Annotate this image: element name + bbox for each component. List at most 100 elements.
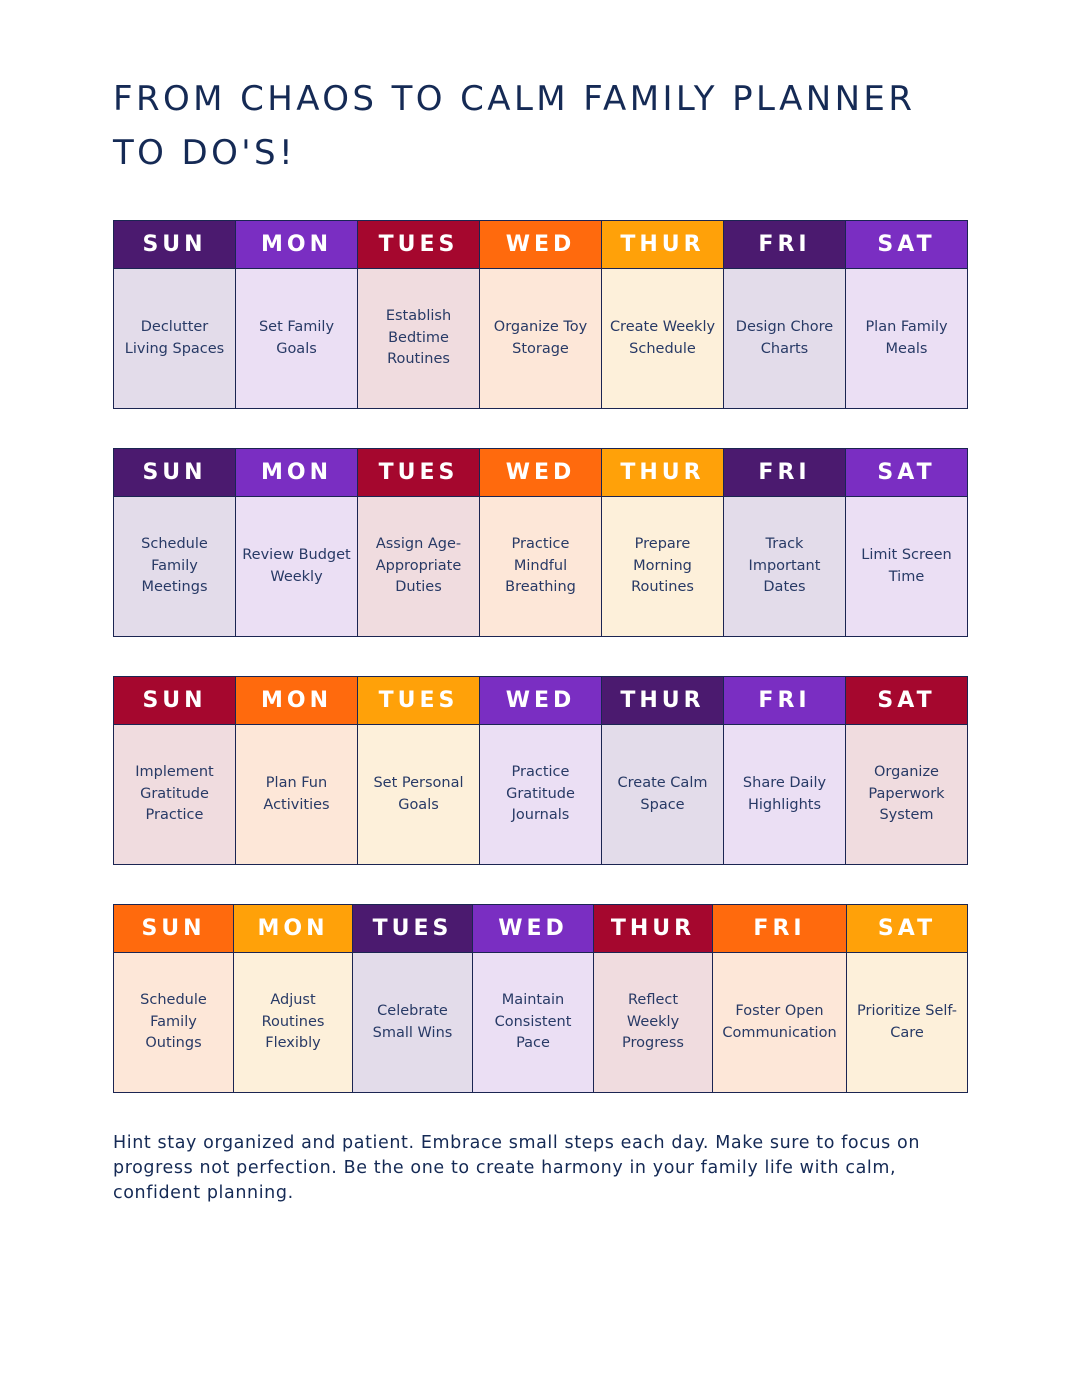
day-header-fri: FRI xyxy=(712,904,847,953)
day-header-fri: FRI xyxy=(723,448,846,497)
day-header-tues: TUES xyxy=(357,220,480,269)
task-text: Maintain Consistent Pace xyxy=(494,992,572,1052)
day-header-wed: WED xyxy=(479,220,602,269)
day-header-wed: WED xyxy=(472,904,594,953)
task-cell: Create Calm Space xyxy=(601,724,724,865)
task-text: Design Chore Charts xyxy=(735,319,834,357)
task-cell: Create Weekly Schedule xyxy=(601,268,724,409)
task-cell: Adjust Routines Flexibly xyxy=(233,952,353,1093)
task-cell: Declutter Living Spaces xyxy=(113,268,236,409)
week-4-task-row: Schedule Family Outings Adjust Routines … xyxy=(113,952,968,1093)
week-2-header-row: SUN MON TUES WED THUR FRI SAT xyxy=(113,448,968,497)
week-4-header-row: SUN MON TUES WED THUR FRI SAT xyxy=(113,904,968,953)
task-text: Prepare Morning Routines xyxy=(631,536,694,596)
task-cell: Prioritize Self-Care xyxy=(846,952,968,1093)
task-text: Practice Gratitude Journals xyxy=(506,764,575,824)
week-3-task-row: Implement Gratitude Practice Plan Fun Ac… xyxy=(113,724,968,865)
task-text: Reflect Weekly Progress xyxy=(622,992,684,1052)
task-text: Plan Family Meals xyxy=(865,319,948,357)
day-header-mon: MON xyxy=(235,220,358,269)
task-text: Adjust Routines Flexibly xyxy=(261,992,325,1052)
day-header-tues: TUES xyxy=(357,676,480,725)
task-text: Set Personal Goals xyxy=(373,775,464,813)
task-text: Implement Gratitude Practice xyxy=(135,764,214,824)
day-header-tues: TUES xyxy=(357,448,480,497)
task-text: Celebrate Small Wins xyxy=(372,1003,453,1041)
task-text: Schedule Family Meetings xyxy=(141,536,208,596)
task-cell: Review Budget Weekly xyxy=(235,496,358,637)
task-cell: Establish Bedtime Routines xyxy=(357,268,480,409)
task-cell: Set Family Goals xyxy=(235,268,358,409)
day-header-fri: FRI xyxy=(723,220,846,269)
day-header-mon: MON xyxy=(233,904,353,953)
task-cell: Prepare Morning Routines xyxy=(601,496,724,637)
hint-text: Hint stay organized and patient. Embrace… xyxy=(113,1133,921,1203)
task-cell: Share Daily Highlights xyxy=(723,724,846,865)
task-cell: Plan Family Meals xyxy=(845,268,968,409)
task-text: Declutter Living Spaces xyxy=(124,319,225,357)
task-text: Set Family Goals xyxy=(258,319,335,357)
task-cell: Organize Paperwork System xyxy=(845,724,968,865)
task-text: Organize Toy Storage xyxy=(493,319,588,357)
task-cell: Organize Toy Storage xyxy=(479,268,602,409)
day-header-thur: THUR xyxy=(601,220,724,269)
week-2-task-row: Schedule Family Meetings Review Budget W… xyxy=(113,496,968,637)
page-title: FROM CHAOS TO CALM FAMILY PLANNER TO DO'… xyxy=(113,72,973,180)
task-text: Practice Mindful Breathing xyxy=(505,536,576,596)
task-text: Limit Screen Time xyxy=(861,547,952,585)
day-header-sat: SAT xyxy=(845,448,968,497)
task-cell: Schedule Family Outings xyxy=(113,952,234,1093)
day-header-mon: MON xyxy=(235,676,358,725)
week-1-task-row: Declutter Living Spaces Set Family Goals… xyxy=(113,268,968,409)
task-cell: Design Chore Charts xyxy=(723,268,846,409)
day-header-thur: THUR xyxy=(601,676,724,725)
task-text: Review Budget Weekly xyxy=(242,547,351,585)
day-header-sun: SUN xyxy=(113,676,236,725)
task-text: Create Weekly Schedule xyxy=(609,319,716,357)
task-cell: Foster Open Communication xyxy=(712,952,847,1093)
task-cell: Implement Gratitude Practice xyxy=(113,724,236,865)
task-cell: Celebrate Small Wins xyxy=(352,952,473,1093)
day-header-sat: SAT xyxy=(845,220,968,269)
task-cell: Track Important Dates xyxy=(723,496,846,637)
title-line-1: FROM CHAOS TO CALM FAMILY PLANNER xyxy=(113,79,916,119)
day-header-wed: WED xyxy=(479,448,602,497)
task-text: Assign Age-Appropriate Duties xyxy=(375,536,462,596)
task-text: Share Daily Highlights xyxy=(742,775,827,813)
day-header-fri: FRI xyxy=(723,676,846,725)
task-text: Establish Bedtime Routines xyxy=(385,308,452,368)
task-text: Foster Open Communication xyxy=(722,1003,837,1041)
task-cell: Limit Screen Time xyxy=(845,496,968,637)
task-cell: Schedule Family Meetings xyxy=(113,496,236,637)
task-cell: Maintain Consistent Pace xyxy=(472,952,594,1093)
task-text: Plan Fun Activities xyxy=(263,775,330,813)
week-3-header-row: SUN MON TUES WED THUR FRI SAT xyxy=(113,676,968,725)
week-2-table: SUN MON TUES WED THUR FRI SAT Schedule F… xyxy=(113,448,968,637)
task-cell: Reflect Weekly Progress xyxy=(593,952,713,1093)
day-header-thur: THUR xyxy=(601,448,724,497)
task-cell: Practice Mindful Breathing xyxy=(479,496,602,637)
day-header-sun: SUN xyxy=(113,904,234,953)
week-3-table: SUN MON TUES WED THUR FRI SAT Implement … xyxy=(113,676,968,865)
task-cell: Plan Fun Activities xyxy=(235,724,358,865)
task-cell: Practice Gratitude Journals xyxy=(479,724,602,865)
day-header-sun: SUN xyxy=(113,220,236,269)
task-text: Schedule Family Outings xyxy=(140,992,207,1052)
task-text: Create Calm Space xyxy=(617,775,708,813)
task-text: Track Important Dates xyxy=(748,536,821,596)
day-header-tues: TUES xyxy=(352,904,473,953)
day-header-mon: MON xyxy=(235,448,358,497)
day-header-wed: WED xyxy=(479,676,602,725)
title-line-2: TO DO'S! xyxy=(113,133,297,173)
day-header-sat: SAT xyxy=(846,904,968,953)
task-text: Prioritize Self-Care xyxy=(857,1003,957,1041)
task-cell: Assign Age-Appropriate Duties xyxy=(357,496,480,637)
day-header-sun: SUN xyxy=(113,448,236,497)
task-text: Organize Paperwork System xyxy=(868,764,945,824)
day-header-sat: SAT xyxy=(845,676,968,725)
task-cell: Set Personal Goals xyxy=(357,724,480,865)
week-4-table: SUN MON TUES WED THUR FRI SAT Schedule F… xyxy=(113,904,968,1093)
week-1-table: SUN MON TUES WED THUR FRI SAT Declutter … xyxy=(113,220,968,409)
day-header-thur: THUR xyxy=(593,904,713,953)
week-1-header-row: SUN MON TUES WED THUR FRI SAT xyxy=(113,220,968,269)
